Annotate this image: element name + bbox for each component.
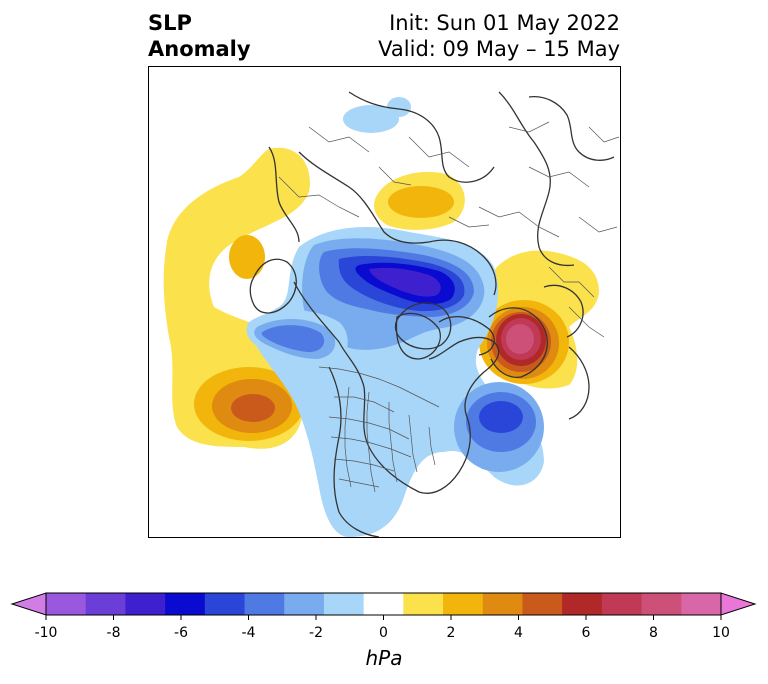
colorbar-tick-label: -4 — [242, 625, 256, 641]
colorbar-segment — [284, 593, 325, 615]
colorbar-tick-label: -8 — [107, 625, 121, 641]
map-canvas — [149, 91, 620, 537]
colorbar-tick-label: -6 — [174, 625, 188, 641]
us-state-borders — [318, 366, 440, 493]
map-title: SLP Anomaly — [148, 10, 251, 62]
colorbar-segment — [522, 593, 563, 615]
contour-neg-6-arctic — [369, 267, 441, 297]
country-borders — [278, 121, 620, 338]
colorbar-extend-min — [10, 592, 47, 616]
colorbar-segment — [244, 593, 285, 615]
contour-pos-2-scandinavia — [388, 186, 454, 218]
colorbar-segment — [562, 593, 603, 615]
colorbar-segment — [363, 593, 404, 615]
contour-neg-3-bering — [261, 325, 325, 353]
coastlines — [249, 91, 615, 537]
colorbar-segment — [46, 593, 87, 615]
colorbar-tick-label: 4 — [514, 625, 523, 641]
contour-neg-4-atlantic — [479, 401, 523, 433]
colorbar-unit: hPa — [365, 646, 403, 670]
contour-neg-1-north-b — [387, 97, 411, 117]
forecast-dates: Init: Sun 01 May 2022 Valid: 09 May – 15… — [378, 10, 620, 62]
colorbar-segment — [165, 593, 206, 615]
init-date: Init: Sun 01 May 2022 — [389, 11, 620, 35]
colorbar-tick-label: 6 — [582, 625, 591, 641]
title-line-1: SLP — [148, 11, 192, 35]
title-line-2: Anomaly — [148, 37, 251, 61]
colorbar: -10 -8 -6 -4 -2 0 2 4 6 8 10 — [0, 585, 768, 645]
contour-pos-2-gulf — [229, 235, 265, 279]
colorbar-segment — [443, 593, 484, 615]
colorbar-segment — [482, 593, 523, 615]
colorbar-segment — [403, 593, 444, 615]
contour-pos-7-russia — [506, 324, 534, 354]
colorbar-extend-max — [720, 592, 757, 616]
colorbar-segment — [681, 593, 722, 615]
anomaly-map — [148, 66, 621, 538]
colorbar-segment — [601, 593, 643, 615]
contour-pos-4-pacific — [231, 394, 275, 422]
edge-gap — [149, 285, 153, 319]
colorbar-segment — [204, 593, 246, 615]
colorbar-segment — [125, 593, 166, 615]
colorbar-tick-label: -2 — [309, 625, 323, 641]
colorbar-tick-label: 8 — [649, 625, 658, 641]
contour-neg-1-north — [343, 105, 399, 133]
valid-range: Valid: 09 May – 15 May — [378, 37, 620, 61]
colorbar-segment — [641, 593, 682, 615]
colorbar-tick-label: 10 — [712, 625, 730, 641]
colorbar-tick-label: 2 — [447, 625, 456, 641]
colorbar-tick-label: 0 — [379, 625, 388, 641]
colorbar-tick-label: -10 — [35, 625, 58, 641]
colorbar-segment — [323, 593, 365, 615]
colorbar-canvas: -10 -8 -6 -4 -2 0 2 4 6 8 10 — [10, 592, 757, 641]
colorbar-segment — [85, 593, 126, 615]
